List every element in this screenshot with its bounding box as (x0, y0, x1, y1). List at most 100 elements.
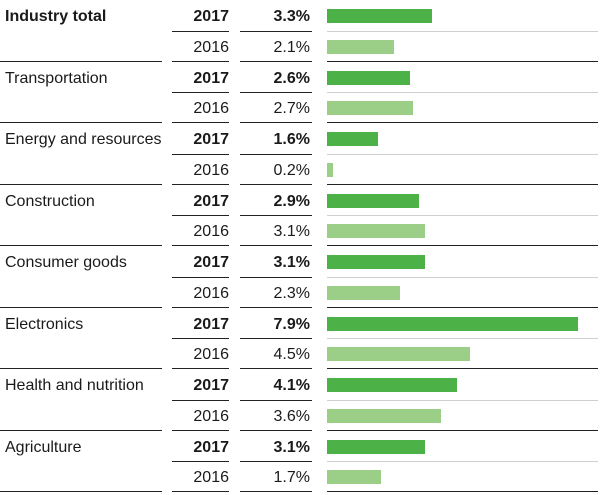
category-divider-pct (240, 61, 312, 62)
category-divider-year (172, 245, 229, 246)
previous-value-label: 3.6% (273, 407, 310, 425)
row-divider-pct (240, 400, 312, 401)
previous-year-label: 2016 (193, 407, 229, 425)
previous-value-label: 0.2% (273, 161, 310, 179)
row-divider-year (172, 92, 229, 93)
category-label: Consumer goods (5, 254, 127, 271)
row-divider-bar (327, 400, 598, 401)
category-label: Agriculture (5, 438, 82, 456)
previous-bar (327, 408, 442, 423)
category-divider (0, 184, 162, 185)
category-divider (0, 122, 162, 123)
previous-year-label: 2016 (193, 100, 229, 118)
row-divider-bar (327, 338, 598, 339)
current-value-label: 4.1% (273, 377, 310, 394)
category-divider-year (172, 122, 229, 123)
row-divider-bar (327, 31, 598, 32)
row-divider-year (172, 277, 229, 278)
previous-value-label: 4.5% (273, 346, 310, 364)
previous-bar (327, 224, 426, 239)
current-bar (327, 255, 426, 269)
row-divider-pct (240, 154, 312, 155)
row-divider-pct (240, 215, 312, 216)
category-divider-year (172, 368, 229, 369)
previous-bar (327, 162, 334, 177)
category-divider-pct (240, 184, 312, 185)
current-bar (327, 70, 410, 85)
previous-bar (327, 285, 401, 300)
row-divider-pct (240, 92, 312, 93)
current-value-label: 2.9% (273, 192, 310, 210)
category-divider-pct (240, 122, 312, 123)
category-divider-bar (327, 430, 598, 431)
row-divider-year (172, 31, 229, 32)
previous-bar (327, 347, 470, 362)
category-label: Transportation (5, 69, 108, 87)
category-divider-year (172, 307, 229, 308)
category-label: Industry total (5, 8, 107, 25)
category-divider-year (172, 491, 229, 492)
row-divider-pct (240, 31, 312, 32)
category-label: Energy and resources (5, 131, 162, 148)
row-divider-bar (327, 215, 598, 216)
category-divider-year (172, 61, 229, 62)
current-bar (327, 193, 420, 208)
category-divider-pct (240, 368, 312, 369)
current-year-label: 2017 (193, 377, 229, 394)
current-bar (327, 132, 378, 146)
category-label: Health and nutrition (5, 377, 144, 394)
row-divider-year (172, 461, 229, 462)
previous-bar (327, 39, 394, 54)
current-bar (327, 439, 426, 454)
category-divider (0, 368, 162, 369)
current-bar (327, 316, 578, 331)
row-divider-bar (327, 92, 598, 93)
current-bar (327, 9, 432, 23)
row-divider-year (172, 338, 229, 339)
row-divider-year (172, 154, 229, 155)
row-divider-bar (327, 154, 598, 155)
category-divider-year (172, 430, 229, 431)
previous-value-label: 2.3% (273, 284, 310, 302)
current-value-label: 7.9% (273, 315, 310, 333)
row-divider-pct (240, 277, 312, 278)
category-divider-bar (327, 491, 598, 492)
category-divider-pct (240, 491, 312, 492)
previous-bar (327, 101, 413, 116)
row-divider-year (172, 215, 229, 216)
category-divider-bar (327, 184, 598, 185)
category-divider (0, 307, 162, 308)
category-label: Electronics (5, 315, 84, 333)
current-value-label: 3.1% (273, 254, 310, 271)
category-divider-pct (240, 430, 312, 431)
category-divider-year (172, 184, 229, 185)
current-year-label: 2017 (193, 69, 229, 87)
previous-year-label: 2016 (193, 38, 229, 56)
previous-year-label: 2016 (193, 284, 229, 302)
previous-year-label: 2016 (193, 469, 229, 487)
previous-value-label: 2.1% (273, 38, 310, 56)
current-value-label: 2.6% (273, 69, 310, 87)
category-divider (0, 61, 162, 62)
category-divider-bar (327, 368, 598, 369)
current-year-label: 2017 (193, 315, 229, 333)
current-value-label: 3.1% (273, 438, 310, 456)
current-value-label: 3.3% (273, 8, 310, 25)
current-bar (327, 378, 458, 392)
previous-value-label: 1.7% (273, 469, 310, 487)
current-value-label: 1.6% (273, 131, 310, 148)
category-divider-bar (327, 61, 598, 62)
previous-year-label: 2016 (193, 161, 229, 179)
category-divider-bar (327, 307, 598, 308)
category-divider-pct (240, 307, 312, 308)
row-divider-pct (240, 461, 312, 462)
row-divider-year (172, 400, 229, 401)
category-label: Construction (5, 192, 95, 210)
previous-value-label: 3.1% (273, 223, 310, 241)
category-divider-bar (327, 245, 598, 246)
category-divider (0, 245, 162, 246)
current-year-label: 2017 (193, 254, 229, 271)
category-divider-bar (327, 122, 598, 123)
category-divider (0, 430, 162, 431)
